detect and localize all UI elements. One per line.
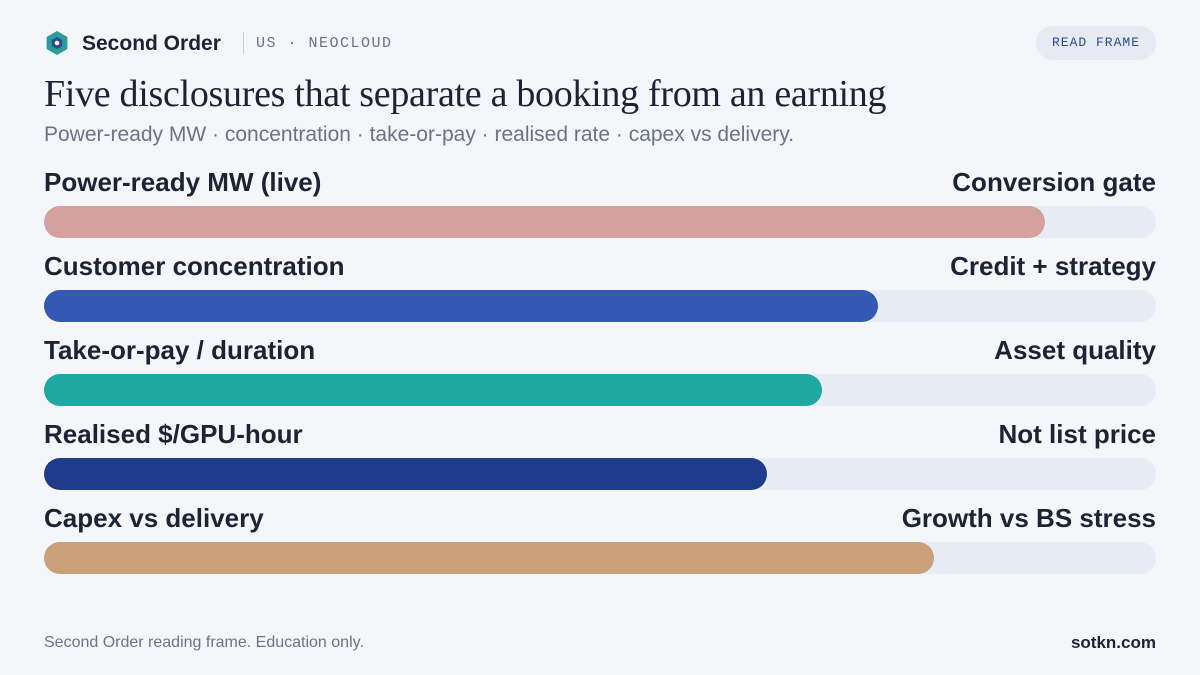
- page-subtitle: Power-ready MW · concentration · take-or…: [44, 123, 795, 146]
- header-tag: US · NEOCLOUD: [256, 35, 393, 52]
- bar-fill: [44, 542, 934, 574]
- bar-row: Realised $/GPU-hour Not list price: [44, 416, 1156, 500]
- footer-site-link[interactable]: sotkn.com: [1070, 633, 1156, 652]
- brand-name: Second Order: [82, 32, 221, 55]
- bar-annotation: Asset quality: [994, 335, 1156, 365]
- bar-annotation: Credit + strategy: [950, 251, 1156, 281]
- header: Second Order US · NEOCLOUD READ FRAME: [44, 24, 1156, 62]
- bar-track: [44, 374, 1156, 406]
- bar-annotation: Growth vs BS stress: [901, 503, 1156, 533]
- bar-fill: [44, 290, 878, 322]
- bar-label: Realised $/GPU-hour: [44, 419, 303, 449]
- bar-chart: Power-ready MW (live) Conversion gate Cu…: [44, 164, 1156, 584]
- hexagon-logo-icon: [46, 31, 68, 55]
- read-frame-button[interactable]: READ FRAME: [1035, 26, 1156, 60]
- page-title: Five disclosures that separate a booking…: [44, 73, 887, 115]
- bar-fill: [44, 458, 767, 490]
- bar-track: [44, 542, 1156, 574]
- bar-row: Capex vs delivery Growth vs BS stress: [44, 500, 1156, 584]
- bar-annotation: Not list price: [998, 419, 1156, 449]
- bar-label: Customer concentration: [44, 251, 345, 281]
- bar-track: [44, 290, 1156, 322]
- bar-fill: [44, 206, 1045, 238]
- bar-row: Customer concentration Credit + strategy: [44, 248, 1156, 332]
- bar-label: Take-or-pay / duration: [44, 335, 316, 365]
- bar-fill: [44, 374, 823, 406]
- bar-row: Power-ready MW (live) Conversion gate: [44, 164, 1156, 248]
- bar-label: Power-ready MW (live): [44, 167, 322, 197]
- footer-note: Second Order reading frame. Education on…: [44, 634, 364, 651]
- bar-annotation: Conversion gate: [952, 167, 1156, 197]
- bar-track: [44, 458, 1156, 490]
- bar-label: Capex vs delivery: [44, 503, 264, 533]
- bar-track: [44, 206, 1156, 238]
- bar-row: Take-or-pay / duration Asset quality: [44, 332, 1156, 416]
- header-divider: [243, 32, 244, 54]
